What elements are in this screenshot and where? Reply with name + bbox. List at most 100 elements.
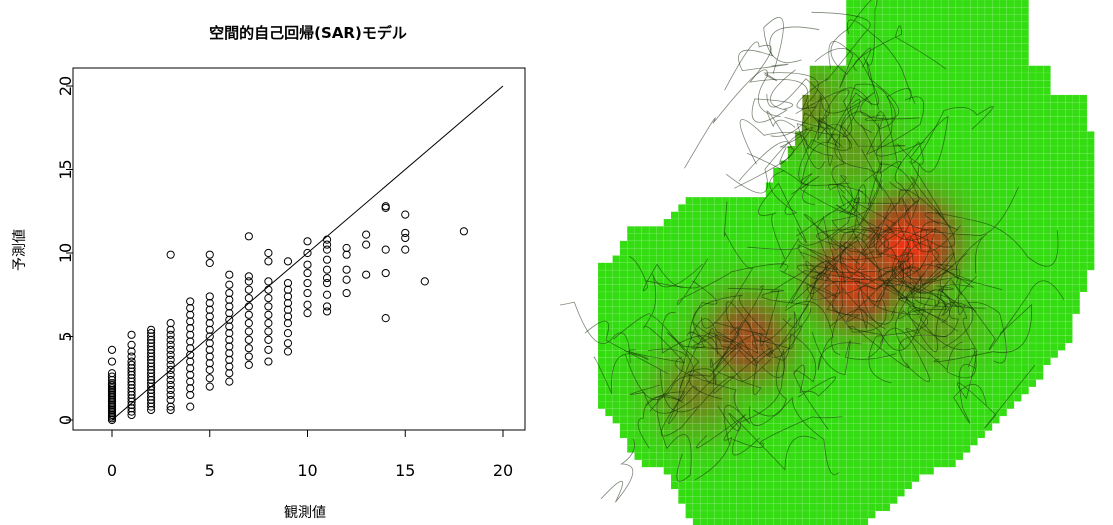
data-point: [107, 379, 117, 388]
data-point: [166, 402, 175, 411]
data-point: [225, 349, 234, 358]
data-point: [186, 330, 195, 339]
data-point: [225, 362, 234, 371]
data-point: [342, 243, 351, 253]
data-point: [107, 375, 117, 385]
data-point: [264, 327, 273, 336]
data-point: [205, 352, 214, 361]
data-point: [205, 325, 214, 334]
data-point: [166, 365, 175, 374]
data-point: [166, 395, 175, 405]
data-point: [127, 347, 136, 356]
heatmap-grid: [597, 0, 1095, 525]
data-point: [283, 285, 293, 294]
data-point: [225, 335, 234, 344]
data-point: [244, 272, 253, 281]
data-point: [205, 258, 214, 268]
data-point: [401, 228, 410, 238]
data-point: [225, 295, 234, 304]
data-point: [322, 245, 332, 254]
data-point: [244, 232, 253, 241]
data-points: [107, 202, 468, 425]
data-point: [381, 203, 390, 213]
data-point: [127, 360, 136, 369]
data-point: [342, 250, 351, 259]
data-point: [244, 335, 253, 344]
data-point: [147, 355, 156, 364]
data-point: [303, 300, 312, 309]
data-point: [401, 233, 410, 243]
data-point: [283, 329, 293, 338]
data-point: [147, 359, 156, 368]
data-point: [166, 405, 175, 415]
data-point: [283, 312, 293, 321]
data-point: [264, 293, 273, 303]
data-point: [283, 278, 293, 288]
data-point: [166, 375, 175, 385]
data-point: [127, 352, 136, 361]
data-point: [225, 270, 234, 279]
data-point: [225, 288, 234, 298]
data-point: [264, 302, 273, 311]
data-point: [147, 399, 156, 408]
data-point: [264, 285, 273, 294]
data-point: [303, 237, 312, 246]
data-point: [322, 290, 332, 299]
data-point: [127, 364, 136, 373]
data-point: [283, 292, 293, 301]
data-point: [147, 379, 156, 388]
data-point: [127, 400, 136, 410]
y-tick-label: 15: [56, 159, 75, 179]
data-point: [147, 395, 156, 405]
data-point: [303, 260, 312, 269]
data-point: [147, 405, 156, 415]
data-point: [244, 293, 253, 303]
data-point: [127, 377, 136, 386]
data-point: [186, 297, 195, 306]
data-point: [283, 257, 293, 266]
data-point: [205, 319, 214, 328]
data-point: [225, 309, 234, 318]
data-point: [186, 402, 195, 411]
data-point: [205, 250, 214, 259]
data-point: [166, 340, 175, 349]
data-point: [459, 227, 468, 236]
data-point: [322, 307, 332, 316]
reference-line: [111, 85, 504, 421]
y-tick-label: 5: [56, 331, 75, 341]
data-point: [147, 362, 156, 371]
data-point: [147, 372, 156, 381]
data-point: [127, 370, 136, 380]
data-point: [322, 273, 332, 283]
data-point: [420, 277, 429, 286]
data-point: [147, 335, 156, 344]
chart-title: 空間的自己回帰(SAR)モデル: [209, 24, 407, 42]
data-point: [244, 302, 253, 311]
data-point: [166, 335, 175, 344]
data-point: [225, 342, 234, 351]
y-tick-label: 20: [56, 76, 75, 96]
data-point: [127, 367, 136, 376]
data-point: [244, 344, 253, 353]
data-point: [186, 357, 195, 366]
y-axis: 0 5 10 15 20: [56, 76, 75, 425]
data-point: [401, 245, 410, 254]
data-point: [205, 345, 214, 354]
data-point: [127, 357, 136, 366]
data-point: [322, 278, 332, 288]
x-tick-label: 5: [205, 461, 215, 480]
data-point: [147, 402, 156, 411]
data-point: [283, 319, 293, 328]
x-tick-label: 0: [107, 461, 117, 480]
plot-frame: [72, 67, 526, 431]
data-point: [127, 407, 136, 416]
data-point: [166, 370, 175, 380]
data-point: [147, 365, 156, 374]
data-point: [205, 305, 214, 314]
data-point: [225, 315, 234, 324]
data-point: [147, 382, 156, 391]
data-point: [166, 319, 175, 328]
data-point: [166, 390, 175, 400]
data-point: [244, 360, 253, 369]
data-point: [166, 250, 175, 259]
